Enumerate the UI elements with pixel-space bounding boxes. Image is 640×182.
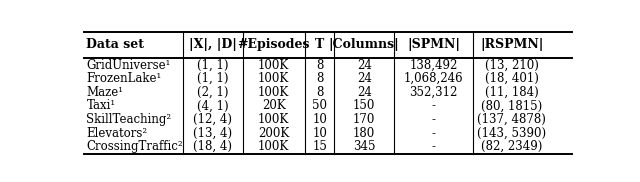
Text: 1,068,246: 1,068,246 (404, 72, 463, 85)
Text: 180: 180 (353, 127, 375, 140)
Text: (143, 5390): (143, 5390) (477, 127, 547, 140)
Text: 345: 345 (353, 140, 376, 153)
Text: 10: 10 (312, 113, 327, 126)
Text: 10: 10 (312, 127, 327, 140)
Text: -: - (431, 113, 436, 126)
Text: (11, 184): (11, 184) (485, 86, 539, 99)
Text: |X|, |D|: |X|, |D| (189, 38, 237, 52)
Text: -: - (431, 127, 436, 140)
Text: 100K: 100K (258, 59, 289, 72)
Text: 24: 24 (356, 86, 372, 99)
Text: (4, 1): (4, 1) (197, 99, 228, 112)
Text: 24: 24 (356, 59, 372, 72)
Text: Taxi¹: Taxi¹ (86, 99, 116, 112)
Text: 138,492: 138,492 (410, 59, 458, 72)
Text: 8: 8 (316, 72, 323, 85)
Text: 100K: 100K (258, 72, 289, 85)
Text: SkillTeaching²: SkillTeaching² (86, 113, 172, 126)
Text: 170: 170 (353, 113, 376, 126)
Text: 200K: 200K (258, 127, 289, 140)
Text: #Episodes: #Episodes (237, 38, 310, 52)
Text: (137, 4878): (137, 4878) (477, 113, 546, 126)
Text: (80, 1815): (80, 1815) (481, 99, 542, 112)
Text: GridUniverse¹: GridUniverse¹ (86, 59, 171, 72)
Text: 8: 8 (316, 86, 323, 99)
Text: |RSPMN|: |RSPMN| (480, 38, 543, 52)
Text: 100K: 100K (258, 113, 289, 126)
Text: |SPMN|: |SPMN| (407, 38, 460, 52)
Text: 15: 15 (312, 140, 327, 153)
Text: 50: 50 (312, 99, 327, 112)
Text: (12, 4): (12, 4) (193, 113, 232, 126)
Text: T: T (315, 38, 324, 52)
Text: 8: 8 (316, 59, 323, 72)
Text: (13, 4): (13, 4) (193, 127, 232, 140)
Text: (82, 2349): (82, 2349) (481, 140, 543, 153)
Text: CrossingTraffic²: CrossingTraffic² (86, 140, 183, 153)
Text: (18, 401): (18, 401) (485, 72, 539, 85)
Text: (13, 210): (13, 210) (485, 59, 539, 72)
Text: Data set: Data set (86, 38, 145, 52)
Text: 352,312: 352,312 (410, 86, 458, 99)
Text: (2, 1): (2, 1) (197, 86, 228, 99)
Text: Maze¹: Maze¹ (86, 86, 124, 99)
Text: (1, 1): (1, 1) (197, 59, 228, 72)
Text: 100K: 100K (258, 86, 289, 99)
Text: 100K: 100K (258, 140, 289, 153)
Text: Elevators²: Elevators² (86, 127, 148, 140)
Text: |Columns|: |Columns| (329, 38, 399, 52)
Text: -: - (431, 99, 436, 112)
Text: FrozenLake¹: FrozenLake¹ (86, 72, 162, 85)
Text: (18, 4): (18, 4) (193, 140, 232, 153)
Text: 150: 150 (353, 99, 376, 112)
Text: -: - (431, 140, 436, 153)
Text: 20K: 20K (262, 99, 285, 112)
Text: (1, 1): (1, 1) (197, 72, 228, 85)
Text: 24: 24 (356, 72, 372, 85)
